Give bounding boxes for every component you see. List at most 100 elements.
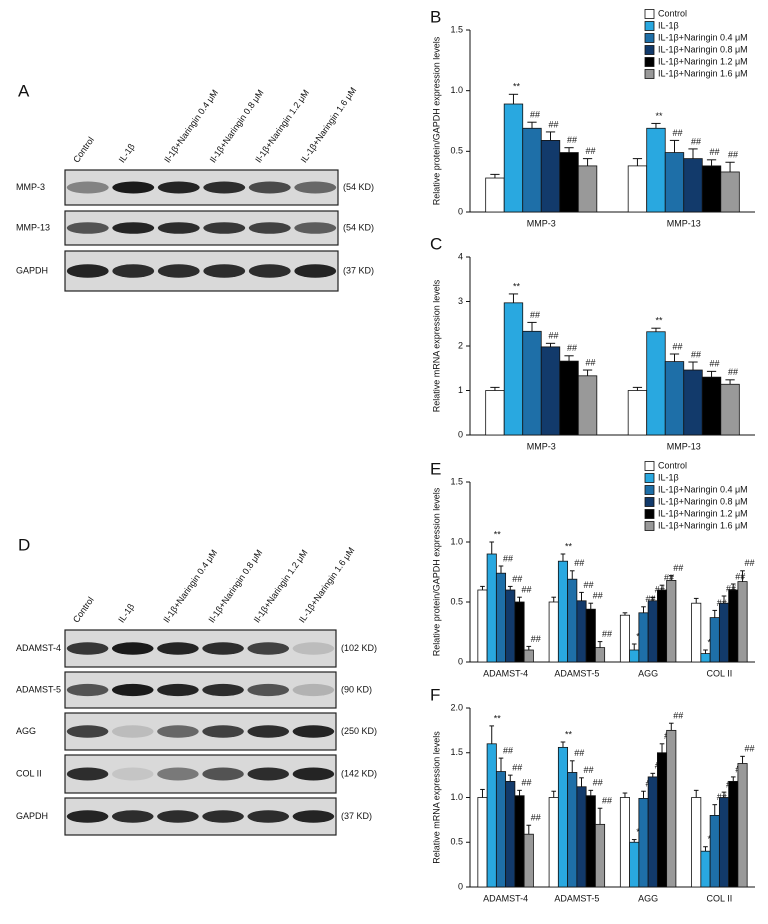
blot-band bbox=[203, 264, 246, 278]
legend-swatch bbox=[644, 497, 655, 507]
bar bbox=[505, 589, 516, 663]
bar bbox=[701, 376, 722, 436]
bar bbox=[514, 601, 525, 663]
significance-label: ## bbox=[512, 574, 522, 584]
blot-band bbox=[157, 642, 199, 655]
bar bbox=[629, 649, 640, 663]
significance-label: ## bbox=[735, 571, 745, 581]
bar bbox=[666, 580, 677, 663]
blot-band bbox=[66, 642, 109, 655]
blot-band bbox=[203, 222, 246, 234]
size-label: (37 KD) bbox=[343, 265, 374, 275]
bar bbox=[503, 302, 524, 436]
blot-frame bbox=[64, 671, 337, 709]
blot-band bbox=[157, 683, 199, 697]
blot-band bbox=[247, 810, 290, 823]
blot-band bbox=[202, 767, 244, 781]
bar bbox=[522, 127, 542, 213]
legend-label: IL-1β bbox=[658, 20, 679, 30]
blot-band bbox=[203, 181, 246, 194]
bar bbox=[646, 331, 666, 436]
y-tick-label: 1.5 bbox=[450, 476, 463, 486]
x-tick-label: MMP-13 bbox=[667, 441, 701, 451]
blot-band bbox=[294, 222, 337, 234]
y-tick-label: 1.5 bbox=[450, 24, 463, 34]
bar bbox=[737, 763, 748, 888]
bar bbox=[585, 608, 596, 663]
blot-band bbox=[248, 222, 291, 234]
legend-label: IL-1β+Naringin 0.8 μM bbox=[658, 496, 748, 506]
bar bbox=[557, 560, 569, 663]
x-tick-label: MMP-3 bbox=[527, 441, 556, 451]
bar bbox=[523, 833, 534, 888]
blot-frame bbox=[64, 712, 337, 751]
blot-band bbox=[66, 725, 109, 738]
x-tick-label: ADAMST-4 bbox=[483, 893, 528, 903]
blot-band bbox=[247, 642, 290, 655]
significance-label: ## bbox=[522, 585, 532, 595]
blot-band bbox=[111, 725, 154, 738]
size-label: (54 KD) bbox=[343, 222, 374, 232]
protein-label: ADAMST-5 bbox=[16, 684, 61, 694]
blot-band bbox=[111, 683, 154, 697]
bar bbox=[737, 581, 748, 663]
blot-band bbox=[247, 683, 290, 697]
blot-frame bbox=[64, 754, 337, 794]
blot-band bbox=[111, 767, 154, 781]
blot-band bbox=[294, 181, 337, 194]
legend-swatch bbox=[644, 473, 655, 483]
significance-label: ## bbox=[574, 748, 584, 758]
bar bbox=[495, 572, 507, 663]
significance-label: ## bbox=[710, 359, 720, 369]
legend-label: IL-1β+Naringin 0.4 μM bbox=[658, 32, 748, 42]
bar bbox=[503, 103, 524, 213]
bar bbox=[548, 797, 559, 888]
blot-band bbox=[157, 264, 200, 278]
legend-label: IL-1β+Naringin 1.2 μM bbox=[658, 56, 748, 66]
blot-frame bbox=[64, 250, 339, 292]
blot-frame bbox=[64, 169, 339, 206]
blot-band bbox=[247, 725, 290, 738]
x-tick-label: ADAMST-4 bbox=[483, 668, 528, 678]
legend-label: IL-1β+Naringin 0.8 μM bbox=[658, 44, 748, 54]
blot-band bbox=[248, 181, 291, 194]
y-tick-label: 0.5 bbox=[450, 596, 463, 606]
legend-swatch bbox=[644, 21, 655, 31]
legend-swatch bbox=[644, 9, 655, 19]
significance-label: ## bbox=[673, 711, 683, 721]
significance-label: ** bbox=[494, 713, 502, 723]
panel-letter: E bbox=[430, 459, 441, 478]
legend-swatch bbox=[644, 521, 655, 531]
significance-label: ## bbox=[691, 349, 701, 359]
significance-label: ** bbox=[494, 529, 502, 539]
bar bbox=[523, 649, 534, 663]
y-tick-label: 2 bbox=[458, 340, 463, 350]
y-tick-label: 1 bbox=[458, 385, 463, 395]
significance-label: ## bbox=[717, 792, 727, 802]
x-tick-label: ADAMST-5 bbox=[554, 893, 599, 903]
protein-label: MMP-3 bbox=[16, 182, 45, 192]
significance-label: ## bbox=[645, 594, 655, 604]
y-tick-label: 0 bbox=[458, 656, 463, 666]
significance-label: ## bbox=[586, 146, 596, 156]
significance-label: ## bbox=[503, 553, 513, 563]
significance-label: ## bbox=[602, 796, 612, 806]
bar bbox=[638, 797, 649, 888]
y-axis-label: Relative protein/GAPDH expression levels bbox=[431, 487, 441, 656]
significance-label: ## bbox=[593, 591, 603, 601]
y-axis-label: Relative mRNA expression levels bbox=[431, 279, 441, 412]
y-axis-label: Relative mRNA expression levels bbox=[431, 731, 441, 864]
bar bbox=[728, 780, 739, 888]
significance-label: ## bbox=[672, 128, 682, 138]
bar bbox=[720, 383, 740, 436]
y-tick-label: 2.0 bbox=[450, 702, 463, 712]
significance-label: ## bbox=[602, 629, 612, 639]
bar bbox=[567, 772, 578, 888]
bar bbox=[619, 614, 631, 663]
bar bbox=[576, 600, 587, 663]
bar bbox=[485, 177, 505, 213]
significance-label: ## bbox=[549, 331, 559, 341]
y-tick-label: 0.5 bbox=[450, 146, 463, 156]
blot-band bbox=[66, 264, 109, 278]
